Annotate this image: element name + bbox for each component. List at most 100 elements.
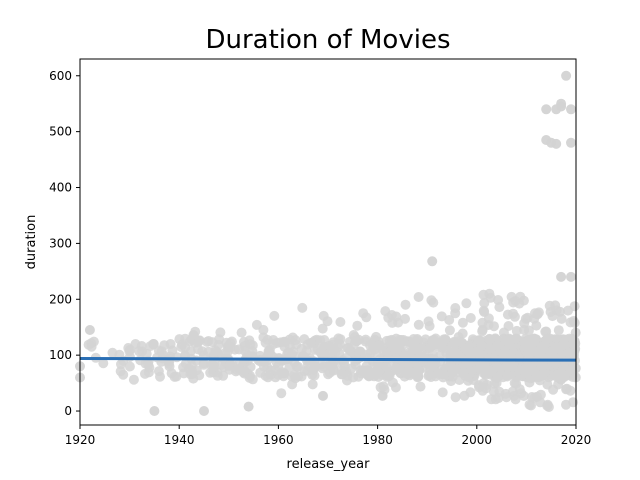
data-point xyxy=(413,319,424,330)
data-point xyxy=(315,335,326,346)
data-point xyxy=(375,382,386,393)
data-point xyxy=(476,340,487,351)
data-point xyxy=(457,317,468,328)
data-point xyxy=(405,340,416,351)
data-point xyxy=(198,359,209,370)
data-point xyxy=(484,343,495,354)
data-point xyxy=(98,358,109,369)
data-point xyxy=(240,346,251,356)
data-point xyxy=(153,366,164,377)
data-point xyxy=(523,325,534,336)
data-point xyxy=(251,319,262,330)
data-point xyxy=(349,338,360,349)
data-point xyxy=(390,382,401,393)
data-point xyxy=(444,325,455,336)
data-point xyxy=(275,337,286,348)
data-point xyxy=(543,402,554,412)
data-point xyxy=(264,344,275,355)
data-point xyxy=(276,388,287,399)
data-point xyxy=(458,368,469,378)
data-point xyxy=(568,316,579,326)
data-point xyxy=(559,371,570,382)
data-point xyxy=(440,334,451,345)
data-point xyxy=(391,363,402,374)
data-point xyxy=(124,351,135,362)
x-axis: 1920 1940 1960 1980 2000 2020 xyxy=(65,425,592,447)
data-point xyxy=(426,359,437,370)
data-point xyxy=(318,390,328,401)
data-point xyxy=(449,337,460,348)
data-point xyxy=(568,339,579,350)
data-point xyxy=(511,378,522,389)
data-point xyxy=(536,345,547,356)
data-point xyxy=(553,343,564,354)
data-point xyxy=(212,370,223,381)
data-point xyxy=(269,310,280,321)
data-point xyxy=(199,406,209,416)
data-point xyxy=(559,336,570,347)
scatter-points xyxy=(75,70,581,416)
data-point xyxy=(297,302,308,313)
data-point xyxy=(86,338,97,349)
data-point xyxy=(494,302,505,313)
data-point xyxy=(522,312,533,323)
y-tick-label: 200 xyxy=(49,292,72,306)
data-point xyxy=(486,394,497,405)
data-point xyxy=(426,295,437,306)
data-point xyxy=(433,368,444,379)
y-tick-label: 300 xyxy=(49,236,72,250)
data-point xyxy=(178,368,189,379)
data-point xyxy=(465,387,476,398)
data-point xyxy=(245,361,256,372)
data-point xyxy=(413,292,424,302)
data-point xyxy=(561,384,572,395)
data-point xyxy=(372,358,383,369)
data-point xyxy=(484,288,495,299)
data-point xyxy=(412,334,423,344)
y-tick-label: 100 xyxy=(49,348,72,362)
data-point xyxy=(551,305,562,316)
data-point xyxy=(323,369,334,380)
data-point xyxy=(481,383,492,394)
data-point xyxy=(273,369,284,380)
data-point xyxy=(389,343,399,354)
data-point xyxy=(541,334,552,345)
data-point xyxy=(207,337,218,348)
data-point xyxy=(427,256,438,267)
data-point xyxy=(337,369,348,380)
y-axis-label: duration xyxy=(24,215,39,270)
data-point xyxy=(415,381,426,392)
data-point xyxy=(193,344,203,355)
data-point xyxy=(463,375,474,386)
data-point xyxy=(296,343,307,354)
y-tick-label: 600 xyxy=(49,69,72,83)
data-point xyxy=(309,360,320,371)
y-axis: 0 100 200 300 400 500 600 xyxy=(49,69,80,418)
data-point xyxy=(533,307,544,318)
x-tick-label: 2020 xyxy=(561,433,592,447)
data-point xyxy=(115,366,126,377)
data-point xyxy=(203,346,214,357)
data-point xyxy=(450,392,461,403)
data-point xyxy=(159,340,170,351)
data-point xyxy=(566,271,576,282)
data-point xyxy=(561,70,572,81)
x-tick-label: 2000 xyxy=(462,433,493,447)
data-point xyxy=(526,392,537,402)
data-point xyxy=(244,335,255,346)
x-tick-label: 1980 xyxy=(362,433,393,447)
data-point xyxy=(566,137,576,148)
data-point xyxy=(286,371,297,382)
data-point xyxy=(373,340,384,351)
data-point xyxy=(566,104,576,115)
data-point xyxy=(352,320,363,331)
data-point xyxy=(317,323,328,334)
data-point xyxy=(563,305,573,316)
data-point xyxy=(500,335,511,346)
data-point xyxy=(209,361,219,372)
trend-line xyxy=(79,357,577,362)
data-point xyxy=(307,379,318,390)
data-point xyxy=(194,335,205,346)
y-tick-label: 400 xyxy=(49,181,72,195)
